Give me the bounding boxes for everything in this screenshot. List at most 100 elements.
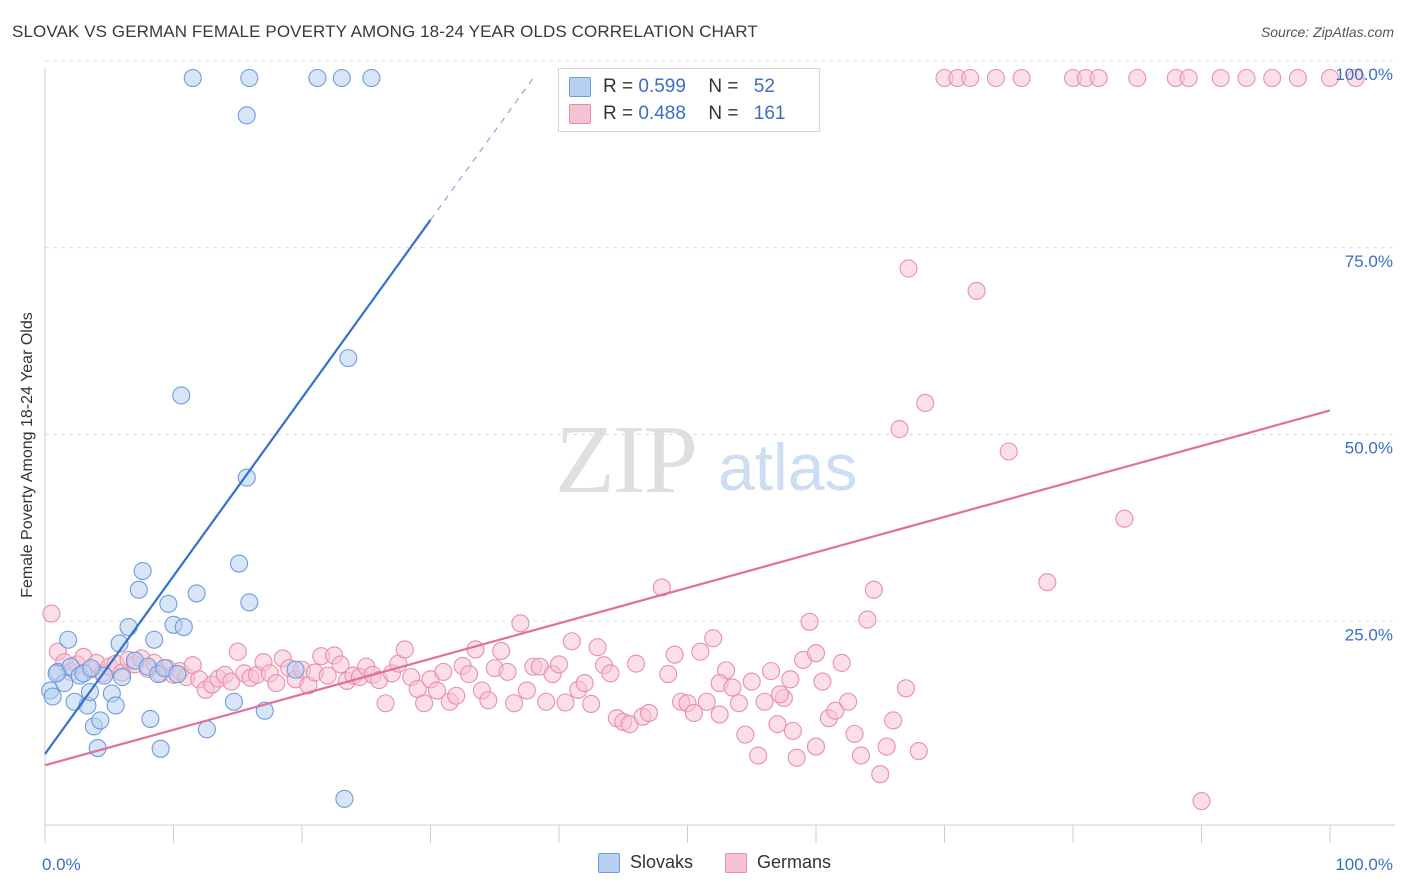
y-tick-label: 75.0% xyxy=(1345,252,1393,271)
legend-row-slovaks: R = 0.599 N = 52 xyxy=(569,75,775,99)
germans-point xyxy=(755,692,774,711)
germans-point xyxy=(697,692,716,711)
slovaks-point xyxy=(229,554,249,573)
watermark-atlas: atlas xyxy=(718,430,857,504)
slovaks-point xyxy=(224,692,243,711)
germans-point xyxy=(787,748,806,767)
slovaks-point xyxy=(133,561,152,581)
germans-point xyxy=(826,701,845,720)
slovaks-trend-extension xyxy=(430,77,534,221)
germans-point xyxy=(832,653,851,672)
slovaks-legend-swatch xyxy=(598,852,620,873)
slovaks-n-value: 52 xyxy=(753,76,775,97)
germans-point xyxy=(729,694,748,713)
germans-legend-label: Germans xyxy=(757,852,832,872)
watermark-zip: ZIP xyxy=(555,406,696,514)
germans-point xyxy=(845,724,864,743)
germans-point xyxy=(466,640,485,659)
slovaks-point xyxy=(129,580,148,599)
slovaks-point xyxy=(43,687,62,706)
germans-point xyxy=(1192,792,1211,811)
germans-swatch xyxy=(569,104,591,124)
slovaks-point xyxy=(183,68,202,88)
germans-point xyxy=(537,692,556,711)
germans-point xyxy=(42,604,61,623)
germans-legend-swatch xyxy=(725,852,748,873)
slovaks-point xyxy=(119,617,138,637)
germans-point xyxy=(684,703,703,723)
germans-point xyxy=(710,705,729,724)
slovaks-r-value: 0.599 xyxy=(638,76,686,97)
slovaks-point xyxy=(187,584,206,603)
germans-point xyxy=(549,655,569,674)
germans-point xyxy=(498,662,517,681)
germans-point xyxy=(864,580,883,599)
germans-point xyxy=(781,670,800,689)
slovaks-point xyxy=(237,106,256,125)
germans-point xyxy=(228,642,247,661)
germans-point xyxy=(986,68,1005,88)
germans-point xyxy=(736,725,755,744)
germans-point xyxy=(704,629,723,648)
slovaks-point xyxy=(240,593,259,612)
slovaks-point xyxy=(339,349,358,368)
slovaks-point xyxy=(335,789,354,808)
slovaks-point xyxy=(308,68,327,88)
slovaks-legend-label: Slovaks xyxy=(630,852,694,872)
germans-point xyxy=(1038,573,1057,592)
germans-trend-line xyxy=(44,409,1331,767)
slovaks-swatch xyxy=(569,77,591,97)
germans-point xyxy=(916,393,935,412)
germans-point xyxy=(890,420,909,439)
germans-point xyxy=(659,665,678,684)
germans-point xyxy=(318,666,337,685)
germans-point xyxy=(877,737,896,756)
series-legend: Slovaks Germans xyxy=(598,852,831,873)
slovaks-point xyxy=(197,720,216,739)
germans-point xyxy=(511,614,530,633)
germans-point xyxy=(556,693,575,712)
grid-lines xyxy=(45,60,1395,622)
slovaks-point xyxy=(113,668,132,687)
tick-labels: 25.0% 50.0% 75.0% 100.0% 0.0% 100.0% xyxy=(42,65,1393,874)
germans-point xyxy=(627,654,646,673)
germans-point xyxy=(871,765,890,784)
slovaks-point xyxy=(82,659,101,678)
germans-point xyxy=(1179,68,1198,88)
slovaks-point xyxy=(168,665,187,684)
germans-point xyxy=(770,685,790,704)
germans-point xyxy=(858,610,877,629)
germans-point xyxy=(806,737,826,756)
slovaks-point xyxy=(151,739,170,758)
source-credit: Source: ZipAtlas.com xyxy=(1260,24,1394,40)
r-label: R = xyxy=(603,103,634,124)
y-tick-label: 25.0% xyxy=(1345,625,1393,644)
germans-point xyxy=(896,679,916,698)
germans-r-value: 0.488 xyxy=(638,103,686,124)
slovaks-point xyxy=(240,68,259,88)
germans-point xyxy=(434,662,453,681)
germans-point xyxy=(851,746,871,765)
germans-point xyxy=(742,672,761,691)
r-label: R = xyxy=(603,76,634,97)
slovaks-point xyxy=(332,68,351,88)
germans-point xyxy=(749,746,768,765)
germans-point xyxy=(376,694,395,713)
germans-point xyxy=(459,665,479,684)
germans-point xyxy=(588,638,607,657)
slovaks-point xyxy=(145,630,164,649)
germans-point xyxy=(723,678,742,697)
germans-point xyxy=(222,672,241,691)
germans-point xyxy=(601,664,620,683)
germans-point xyxy=(1128,68,1147,88)
slovaks-points xyxy=(41,68,381,808)
germans-point xyxy=(884,711,903,730)
germans-point xyxy=(1320,68,1340,88)
slovaks-point xyxy=(159,594,178,613)
germans-n-value: 161 xyxy=(753,103,786,124)
germans-point xyxy=(479,691,498,710)
germans-point xyxy=(582,694,601,714)
slovaks-point xyxy=(141,709,160,728)
germans-point xyxy=(492,641,511,660)
